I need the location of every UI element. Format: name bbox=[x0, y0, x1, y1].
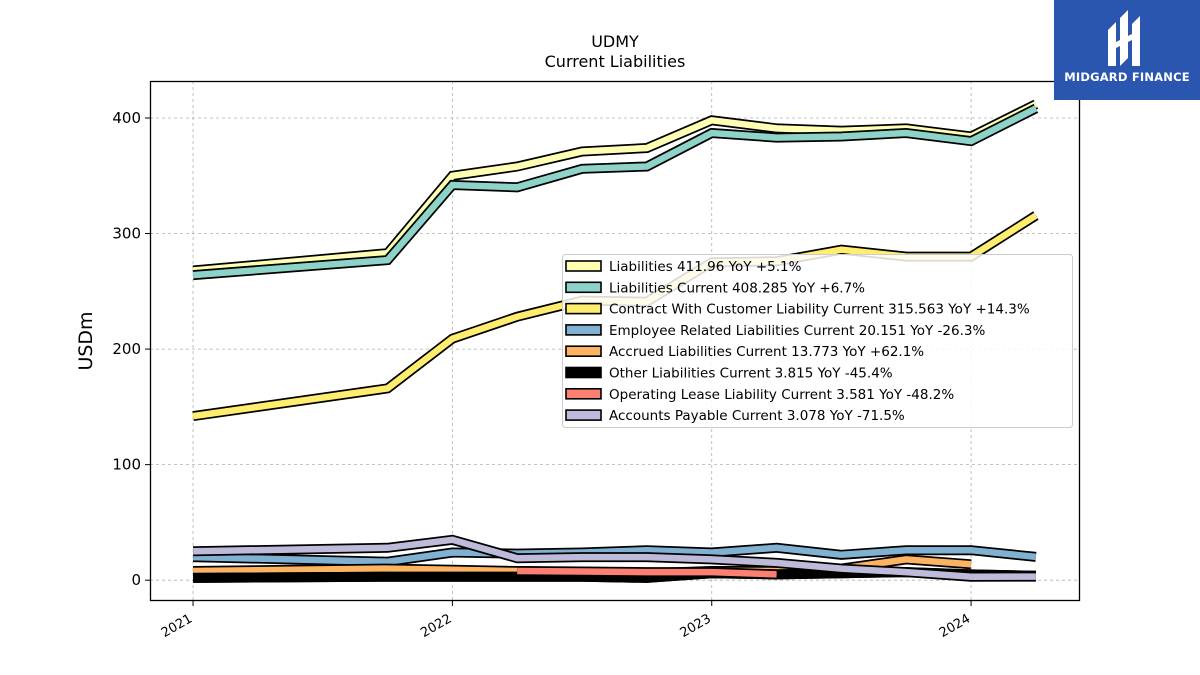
legend-swatch bbox=[565, 281, 602, 294]
series-accounts-payable-current bbox=[193, 534, 1036, 582]
legend-label: Employee Related Liabilities Current 20.… bbox=[609, 323, 985, 339]
chart-title: UDMY bbox=[591, 32, 639, 51]
x-axis: 2021 2022 2023 2024 bbox=[159, 601, 973, 641]
chart-subtitle: Current Liabilities bbox=[545, 52, 686, 71]
legend-swatch bbox=[565, 260, 602, 272]
x-tick-label: 2024 bbox=[937, 611, 973, 641]
legend-label: Accounts Payable Current 3.078 YoY -71.5… bbox=[609, 408, 905, 424]
midgard-finance-logo: MIDGARD FINANCE bbox=[1054, 0, 1200, 100]
series-liabilities-current bbox=[192, 103, 1039, 281]
legend-swatch bbox=[565, 345, 602, 358]
midgard-finance-logo-icon bbox=[1108, 10, 1140, 66]
logo-brand-text: MIDGARD FINANCE bbox=[1064, 70, 1190, 84]
legend-frame bbox=[562, 254, 1073, 428]
x-tick-label: 2022 bbox=[418, 611, 454, 641]
legend-label: Accrued Liabilities Current 13.773 YoY +… bbox=[609, 344, 924, 360]
y-axis: 0 100 200 300 400 bbox=[112, 109, 150, 589]
legend-swatch bbox=[565, 366, 602, 379]
series-line bbox=[193, 536, 1036, 580]
legend-swatch bbox=[565, 387, 602, 400]
x-tick-label: 2023 bbox=[678, 611, 714, 641]
y-tick-label: 200 bbox=[112, 340, 141, 358]
y-tick-label: 0 bbox=[131, 571, 141, 589]
y-tick-label: 100 bbox=[112, 456, 141, 474]
series-line bbox=[192, 105, 1038, 279]
legend-label: Other Liabilities Current 3.815 YoY -45.… bbox=[609, 366, 893, 382]
legend-label: Contract With Customer Liability Current… bbox=[609, 302, 1030, 318]
y-axis-label: USDm bbox=[75, 311, 97, 370]
series-line bbox=[193, 544, 1037, 565]
legend-swatch bbox=[565, 302, 602, 315]
legend-label: Liabilities Current 408.285 YoY +6.7% bbox=[609, 280, 865, 296]
y-tick-label: 400 bbox=[112, 109, 141, 127]
legend: Liabilities 411.96 YoY +5.1% Liabilities … bbox=[562, 254, 1073, 428]
legend-swatch bbox=[565, 409, 602, 421]
series-line bbox=[517, 567, 777, 578]
series-employee-related-liabilities-current bbox=[192, 542, 1037, 567]
legend-label: Liabilities 411.96 YoY +5.1% bbox=[609, 259, 802, 275]
series-operating-lease-liability-current bbox=[517, 566, 777, 580]
x-tick-label: 2021 bbox=[159, 611, 195, 641]
plot-frame bbox=[149, 80, 1081, 602]
y-tick-label: 300 bbox=[112, 225, 141, 243]
legend-swatch bbox=[565, 324, 602, 336]
legend-label: Operating Lease Liability Current 3.581 … bbox=[609, 387, 954, 403]
